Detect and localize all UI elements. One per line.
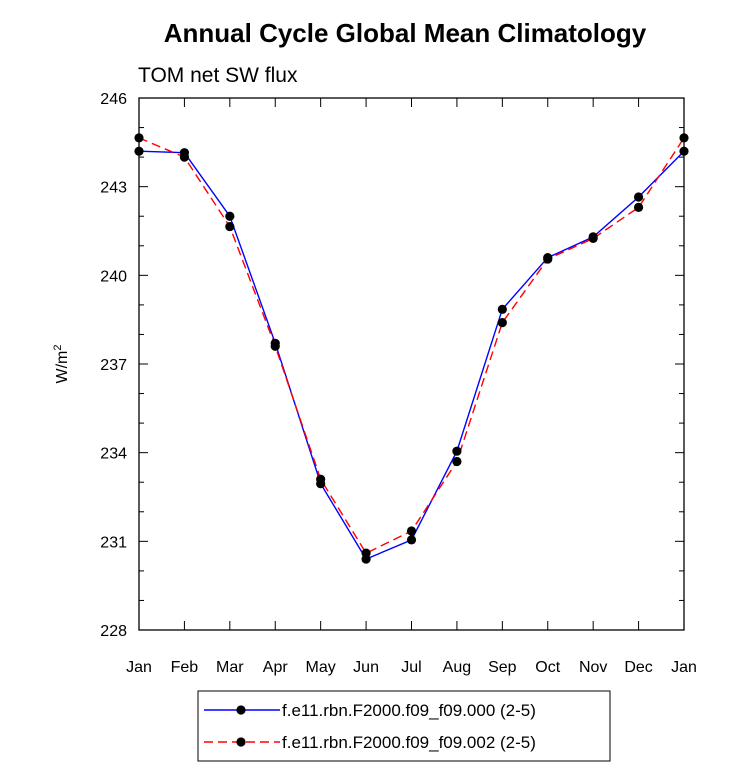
data-point-series-2 — [497, 318, 507, 328]
data-point-series-1 — [497, 304, 507, 314]
chart-subtitle: TOM net SW flux — [138, 64, 298, 87]
data-point-series-2 — [633, 202, 644, 212]
x-tick-label: Dec — [624, 659, 652, 676]
data-point-series-2 — [316, 474, 326, 484]
y-tick-label: 243 — [100, 180, 127, 197]
x-tick-label: Apr — [263, 659, 289, 676]
y-tick-label: 234 — [100, 446, 127, 463]
legend-label-2: f.e11.rbn.F2000.f09_f09.002 (2-5) — [282, 733, 536, 752]
legend-box — [197, 690, 611, 762]
x-tick-label: Jul — [401, 659, 421, 676]
data-point-series-2 — [361, 548, 371, 558]
data-point-series-1 — [679, 146, 689, 156]
x-tick-label: Nov — [579, 659, 607, 676]
data-point-series-2 — [225, 221, 235, 232]
data-point-series-1 — [225, 211, 235, 221]
legend-marker-1 — [236, 705, 246, 715]
plot-area: 228 231 234 237 240 243 246 Jan Feb Mar Apr May Jun J… — [100, 91, 697, 676]
data-point-series-1 — [406, 535, 417, 545]
legend-marker-2 — [236, 737, 246, 747]
x-tick-label: Jan — [126, 659, 152, 676]
y-tick-label: 237 — [100, 357, 127, 374]
y-tick-label: 228 — [100, 623, 127, 640]
data-point-series-2 — [406, 526, 417, 536]
x-tick-label: Mar — [216, 659, 244, 676]
data-point-series-2 — [270, 341, 280, 351]
y-tick-label: 240 — [100, 268, 127, 285]
data-point-series-2 — [134, 133, 144, 143]
x-tick-label: May — [306, 659, 336, 676]
series-line-2 — [138, 137, 685, 555]
x-tick-label: Feb — [171, 659, 199, 676]
legend: f.e11.rbn.F2000.f09_f09.000 (2-5) f.e11.r… — [197, 690, 611, 762]
x-tick-label: Sep — [488, 659, 517, 676]
x-tick-label: Jan — [671, 659, 697, 676]
chart-title: Annual Cycle Global Mean Climatology — [164, 18, 647, 48]
data-point-series-2 — [543, 254, 553, 264]
y-tick-label: 231 — [100, 534, 127, 551]
data-point-series-1 — [633, 192, 644, 202]
x-tick-label: Aug — [443, 659, 471, 676]
y-axis-label: W/m2 — [52, 345, 71, 384]
plot-frame — [138, 97, 685, 631]
data-point-series-2 — [452, 456, 462, 467]
data-point-series-1 — [452, 446, 462, 456]
y-tick-label: 246 — [100, 91, 127, 108]
legend-label-1: f.e11.rbn.F2000.f09_f09.000 (2-5) — [282, 701, 536, 720]
x-tick-label: Oct — [535, 659, 560, 676]
data-point-series-2 — [679, 133, 689, 143]
data-point-series-1 — [134, 146, 144, 156]
data-point-series-2 — [179, 152, 190, 162]
data-point-series-2 — [588, 233, 598, 243]
x-tick-label: Jun — [353, 659, 379, 676]
